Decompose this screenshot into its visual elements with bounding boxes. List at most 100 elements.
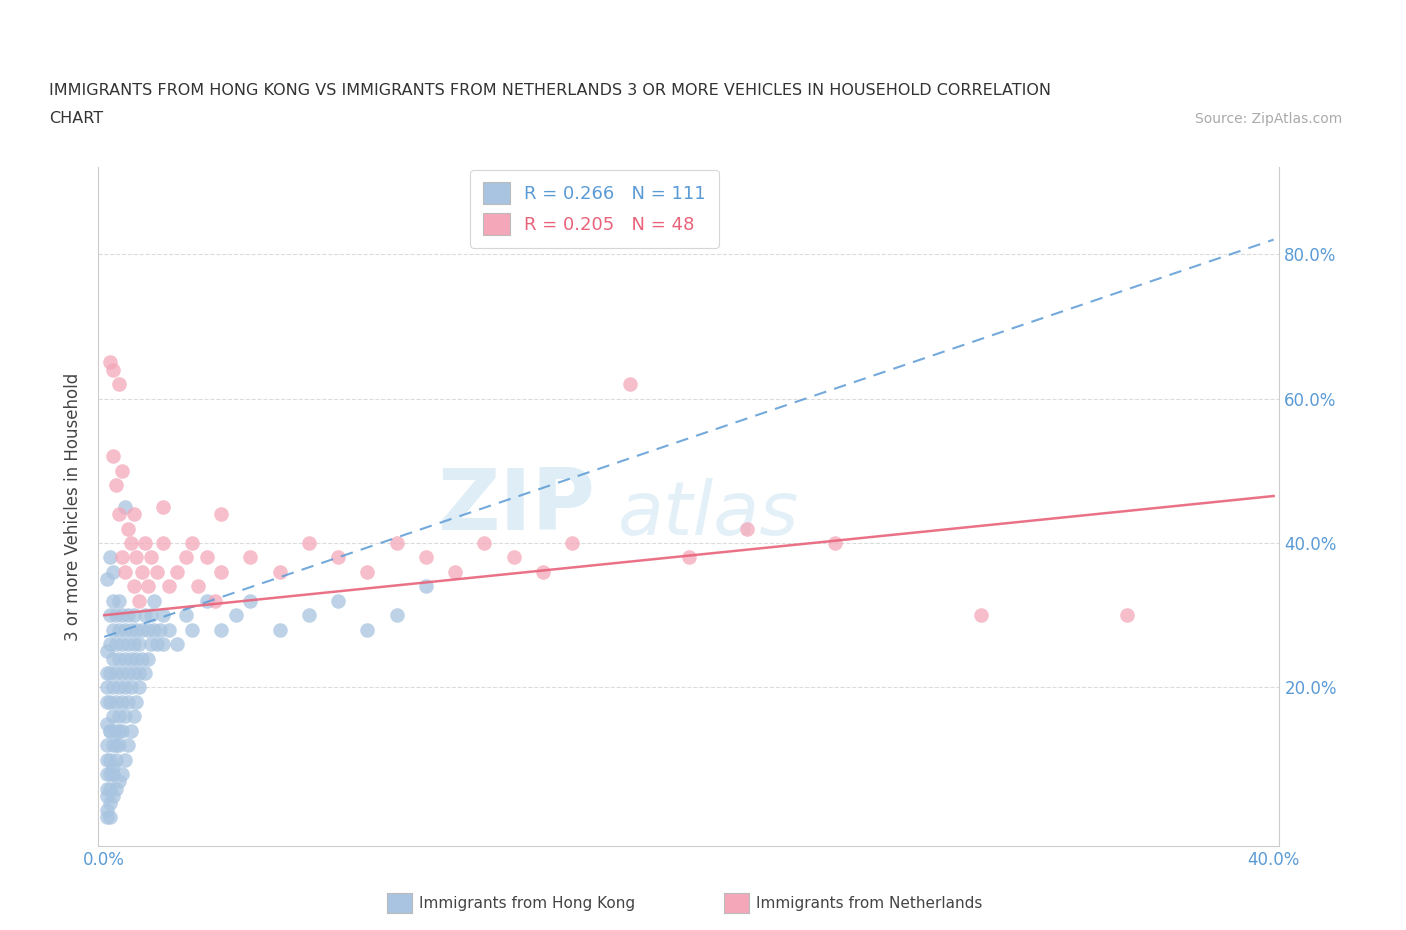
Point	[111, 724, 134, 738]
Point	[181, 622, 204, 637]
Y-axis label: 3 or more Vehicles in Household: 3 or more Vehicles in Household	[65, 373, 83, 641]
Point	[120, 536, 142, 551]
Point	[143, 622, 166, 637]
Point	[136, 622, 159, 637]
Point	[166, 637, 188, 652]
Point	[96, 572, 118, 587]
Point	[125, 550, 148, 565]
Point	[531, 565, 554, 579]
Point	[101, 709, 124, 724]
Point	[101, 760, 124, 775]
Text: ZIP: ZIP	[437, 465, 595, 549]
Point	[385, 607, 408, 622]
Point	[128, 680, 150, 695]
Point	[195, 550, 218, 565]
Point	[101, 565, 124, 579]
Point	[561, 536, 583, 551]
Point	[101, 449, 124, 464]
Point	[157, 578, 180, 593]
Point	[166, 565, 188, 579]
Point	[108, 377, 131, 392]
Point	[678, 550, 700, 565]
Point	[96, 644, 118, 658]
Point	[104, 666, 127, 681]
Point	[143, 593, 166, 608]
Point	[111, 666, 134, 681]
Point	[117, 521, 139, 536]
Point	[108, 774, 131, 789]
Point	[298, 607, 321, 622]
Point	[131, 651, 153, 666]
Text: Immigrants from Netherlands: Immigrants from Netherlands	[756, 897, 983, 911]
Point	[298, 536, 321, 551]
Point	[98, 666, 121, 681]
Point	[125, 622, 148, 637]
Point	[204, 593, 226, 608]
Point	[122, 666, 145, 681]
Text: CHART: CHART	[49, 111, 103, 126]
Point	[96, 716, 118, 731]
Point	[146, 637, 169, 652]
Point	[98, 724, 121, 738]
Point	[104, 607, 127, 622]
Point	[146, 565, 169, 579]
Point	[101, 362, 124, 377]
Point	[101, 651, 124, 666]
Point	[120, 724, 142, 738]
Point	[96, 781, 118, 796]
Point	[415, 550, 437, 565]
Point	[117, 737, 139, 752]
Point	[111, 550, 134, 565]
Text: atlas: atlas	[619, 478, 800, 550]
Point	[114, 752, 136, 767]
Point	[96, 766, 118, 781]
Point	[111, 463, 134, 478]
Point	[122, 637, 145, 652]
Point	[209, 565, 232, 579]
Point	[128, 666, 150, 681]
Point	[152, 637, 174, 652]
Point	[120, 622, 142, 637]
Point	[134, 536, 156, 551]
Point	[98, 752, 121, 767]
Point	[108, 709, 131, 724]
Point	[356, 622, 378, 637]
Point	[326, 550, 349, 565]
Point	[120, 680, 142, 695]
Point	[120, 651, 142, 666]
Point	[472, 536, 495, 551]
Point	[108, 507, 131, 522]
Point	[104, 637, 127, 652]
Point	[1116, 607, 1139, 622]
Point	[111, 695, 134, 710]
Point	[104, 478, 127, 493]
Point	[98, 810, 121, 825]
Point	[98, 795, 121, 810]
Point	[136, 578, 159, 593]
Point	[174, 550, 197, 565]
Point	[117, 637, 139, 652]
Point	[104, 781, 127, 796]
Point	[128, 637, 150, 652]
Point	[174, 607, 197, 622]
Point	[824, 536, 846, 551]
Point	[117, 607, 139, 622]
Point	[114, 651, 136, 666]
Point	[98, 637, 121, 652]
Point	[152, 607, 174, 622]
Point	[111, 607, 134, 622]
Point	[149, 622, 172, 637]
Point	[131, 565, 153, 579]
Point	[104, 752, 127, 767]
Point	[181, 536, 204, 551]
Point	[239, 593, 262, 608]
Point	[415, 578, 437, 593]
Point	[385, 536, 408, 551]
Point	[96, 789, 118, 804]
Point	[98, 695, 121, 710]
Point	[101, 766, 124, 781]
Point	[96, 680, 118, 695]
Point	[96, 810, 118, 825]
Point	[136, 651, 159, 666]
Point	[108, 680, 131, 695]
